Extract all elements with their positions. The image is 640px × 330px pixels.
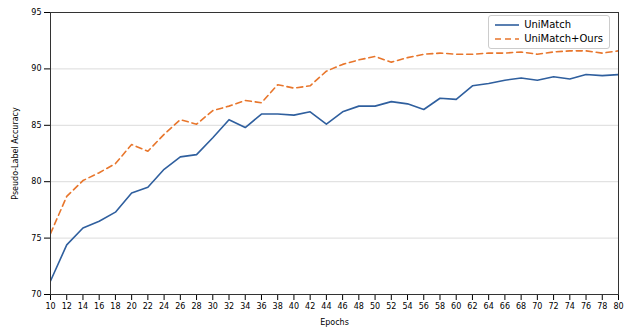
svg-text:70: 70 [532,302,542,311]
svg-text:72: 72 [548,302,558,311]
svg-text:24: 24 [159,302,169,311]
svg-text:56: 56 [419,302,429,311]
svg-text:58: 58 [435,302,445,311]
svg-text:28: 28 [191,302,201,311]
svg-text:54: 54 [402,302,412,311]
html-text:UniMatch+Ours: UniMatch+Ours [524,33,603,44]
svg-text:76: 76 [581,302,591,311]
svg-text:60: 60 [451,302,461,311]
svg-text:38: 38 [273,302,283,311]
svg-text:20: 20 [127,302,137,311]
svg-text:12: 12 [62,302,72,311]
svg-text:85: 85 [31,121,41,130]
svg-text:32: 32 [224,302,234,311]
svg-text:66: 66 [500,302,510,311]
svg-text:74: 74 [565,302,575,311]
svg-text:Epochs: Epochs [320,318,349,327]
svg-text:78: 78 [597,302,607,311]
svg-text:68: 68 [516,302,526,311]
svg-text:80: 80 [31,177,41,186]
svg-text:30: 30 [208,302,218,311]
svg-text:22: 22 [143,302,153,311]
svg-text:70: 70 [31,290,41,299]
svg-text:52: 52 [386,302,396,311]
svg-text:48: 48 [354,302,364,311]
svg-text:64: 64 [484,302,494,311]
svg-text:26: 26 [175,302,185,311]
svg-text:Pseudo-Label Accuracy: Pseudo-Label Accuracy [11,107,20,200]
svg-text:46: 46 [338,302,348,311]
svg-text:62: 62 [467,302,477,311]
svg-text:34: 34 [240,302,250,311]
svg-text:44: 44 [321,302,331,311]
svg-text:75: 75 [31,234,41,243]
svg-text:95: 95 [31,8,41,17]
svg-text:42: 42 [305,302,315,311]
svg-text:36: 36 [256,302,266,311]
svg-text:50: 50 [370,302,380,311]
svg-text:16: 16 [94,302,104,311]
svg-text:10: 10 [45,302,55,311]
svg-text:40: 40 [289,302,299,311]
svg-text:90: 90 [31,64,41,73]
svg-text:80: 80 [613,302,623,311]
html-text:UniMatch: UniMatch [524,19,572,30]
svg-text:14: 14 [78,302,88,311]
svg-text:18: 18 [110,302,120,311]
